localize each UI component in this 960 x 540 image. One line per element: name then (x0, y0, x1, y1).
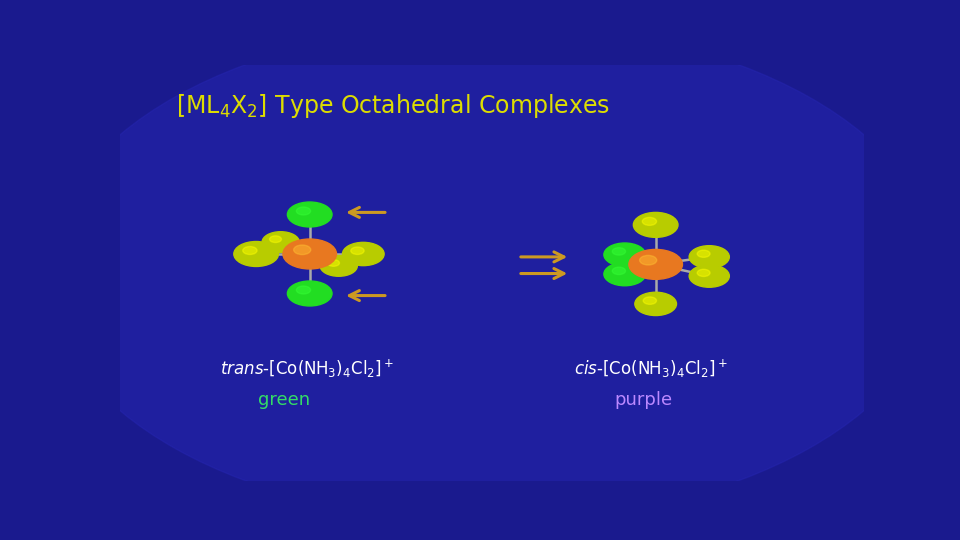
Circle shape (294, 245, 311, 254)
Circle shape (287, 281, 332, 306)
Circle shape (634, 212, 678, 238)
Circle shape (612, 267, 626, 274)
Circle shape (643, 297, 657, 305)
Circle shape (697, 269, 710, 276)
Circle shape (642, 218, 657, 225)
Circle shape (689, 246, 730, 268)
Text: $\mathit{cis}$-[Co(NH$_3$)$_4$Cl$_2$]$^+$: $\mathit{cis}$-[Co(NH$_3$)$_4$Cl$_2$]$^+… (574, 358, 728, 380)
Circle shape (297, 207, 311, 215)
Text: purple: purple (614, 391, 673, 409)
Circle shape (612, 248, 626, 255)
Circle shape (343, 242, 384, 266)
Circle shape (629, 249, 683, 279)
Circle shape (689, 265, 730, 287)
Circle shape (320, 255, 357, 276)
Circle shape (283, 239, 337, 269)
Circle shape (327, 260, 340, 266)
Text: $\mathit{trans}$-[Co(NH$_3$)$_4$Cl$_2$]$^+$: $\mathit{trans}$-[Co(NH$_3$)$_4$Cl$_2$]$… (221, 358, 395, 380)
Text: green: green (257, 391, 310, 409)
Circle shape (287, 202, 332, 227)
Circle shape (297, 286, 311, 294)
Circle shape (350, 247, 364, 254)
Circle shape (243, 246, 257, 254)
Circle shape (635, 292, 677, 315)
Text: $\rm{[ML_4X_2]}$ Type Octahedral Complexes: $\rm{[ML_4X_2]}$ Type Octahedral Complex… (176, 92, 610, 120)
Circle shape (604, 262, 645, 286)
Ellipse shape (46, 23, 938, 522)
Circle shape (697, 250, 710, 258)
Circle shape (270, 236, 281, 242)
Circle shape (604, 243, 645, 266)
Circle shape (262, 232, 300, 253)
Circle shape (639, 255, 657, 265)
Circle shape (234, 241, 278, 266)
